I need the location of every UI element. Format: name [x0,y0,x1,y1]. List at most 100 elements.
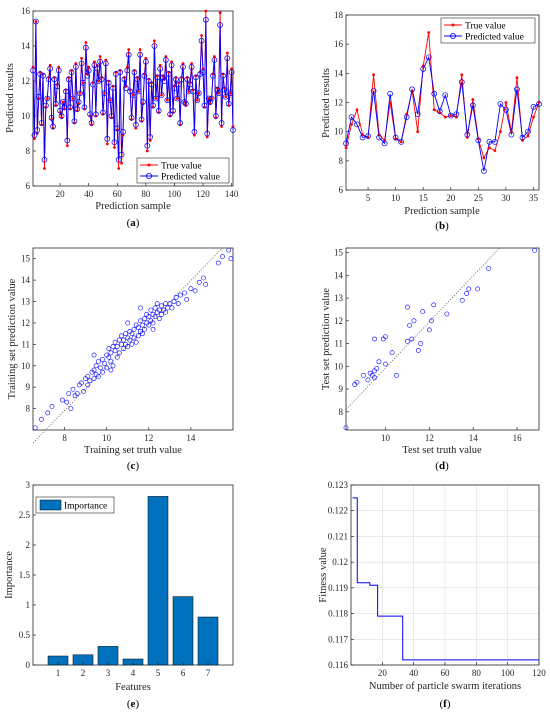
panel-a-true-point [78,91,82,95]
panel-c-point [112,348,118,354]
panel-c-point [203,281,209,287]
panel-a-true-point [204,9,208,13]
panel-a-predicted-point [105,79,112,86]
panel-d-point [389,350,395,356]
panel-c-point [95,359,101,364]
panel-f-grid [351,484,540,666]
panel-a-predicted-point [131,69,138,76]
panel-a-predicted-point [204,130,211,137]
panel-a-predicted-point [134,76,141,83]
panel-e-xtick-label: 5 [156,668,161,678]
panel-f-ytick-label: 0.119 [328,583,348,593]
panel-b-predicted-point [458,79,465,85]
panel-a-predicted-point [184,76,191,83]
panel-c-ytick-label: 9 [26,382,31,392]
panel-a-true-point [117,167,121,170]
panel-d-frame [345,247,540,431]
panel-a-true-point [144,56,148,60]
panel-a-predicted-point [53,100,59,107]
panel-e-ytick-label: 2.5 [19,510,31,520]
panel-a-predicted-point [228,69,235,76]
panel-a-predicted-point [98,76,105,83]
panel-c-point [163,309,169,315]
panel-c-point [215,260,221,266]
panel-a-true-point [43,167,46,170]
panel-a-predicted-point [185,88,192,95]
panel-a-ytick-label: 6 [26,181,31,191]
panel-b-predicted-point [503,106,509,113]
panel-b-true-point [427,31,431,34]
panel-a-predicted-point [198,37,205,44]
panel-d-plot: 10 12 14 16 8 9 10 11 12 13 14 15 [334,247,538,443]
panel-d-xtick-label: 12 [425,433,434,443]
panel-e-xtick-label: 3 [106,668,111,678]
panel-a-predicted-point [30,67,36,74]
panel-a-predicted-point [38,120,45,126]
panel-d-point [475,286,480,292]
panel-a-predicted-point [151,43,158,49]
panel-a-predicted-point [78,60,85,67]
panel-c-point [66,391,72,396]
panel-a-predicted-point [83,44,89,51]
panel-d-point [486,266,491,271]
panel-c-point [142,326,147,332]
panel-c-point [74,391,80,396]
panel-d-point [415,347,421,353]
panel-d-ytick-label: 8 [339,407,344,417]
panel-c-point [81,389,86,394]
panel-b-true-point [388,101,392,104]
panel-d-ytick-label: 11 [334,339,343,349]
panel-c: 8 10 12 14 8 9 10 11 12 13 14 15 Training set truth… [7,247,234,472]
panel-a-predicted-point [155,107,162,114]
panel-d-xtick-label: 10 [381,433,391,443]
panel-a-predicted-point [74,106,81,112]
panel-b-ytick-label: 6 [339,185,344,195]
panel-f-ytick-label: 0.123 [328,480,349,490]
panel-a: 20 40 60 80 100 120 140 6 8 10 12 14 16 True value P… [5,6,239,229]
panel-b-xtick-label: 5 [366,193,371,203]
panel-c-point [129,331,135,337]
panel-a-predicted-point [193,74,199,81]
panel-a-true-point [127,48,131,51]
panel-e-xtick-label: 4 [131,668,136,678]
panel-a-true-point [225,51,229,55]
panel-a-predicted-point [60,99,66,105]
panel-a-predicted-point [40,72,46,79]
panel-a-predicted-point [223,93,229,100]
panel-a-predicted-point [165,71,172,77]
panel-c-point [93,363,99,369]
panel-d-ylabel: Test set prediction value [321,288,332,391]
panel-d: 10 12 14 16 8 9 10 11 12 13 14 15 Test set truth va… [321,247,540,472]
panel-d-point [532,247,538,253]
panel-b-predicted-point [409,86,416,93]
panel-b-true-point [355,108,359,112]
panel-b-true-point [460,73,464,77]
panel-a-predicted-point [67,104,73,111]
panel-d-point [372,336,377,342]
panel-a-predicted-point [147,134,153,140]
panel-f-xtick-label: 100 [501,668,515,678]
panel-a-true-point [71,97,75,100]
panel-f-ytick-label: 0.117 [328,634,348,644]
panel-b-predicted-point [381,140,388,147]
panel-e-ytick-label: 0.5 [19,630,31,640]
panel-c-point [135,333,141,339]
panel-c-point [64,399,70,405]
panel-a-true-point [197,91,201,95]
panel-c-point [45,410,51,416]
panel-a-true-point [137,90,141,93]
panel-a-predicted-point [75,99,82,105]
legend-pred-marker [449,33,456,40]
panel-a-predicted-point [63,88,69,95]
panel-a-predicted-point [93,111,99,118]
panel-c-plot: 8 10 12 14 8 9 10 11 12 13 14 15 [21,247,234,444]
panel-e-ytick-label: 3 [26,480,31,490]
panel-a-predicted-point [95,78,102,84]
panel-a-true-point [158,63,162,67]
panel-a-predicted-point [58,113,65,119]
panel-c-ylabel: Training set prediction value [7,278,18,399]
panel-b-predicted-point [354,121,360,128]
panel-c-point [140,322,145,328]
panel-f-ytick-label: 0.118 [328,609,348,619]
panel-a-predicted-point [64,137,71,144]
